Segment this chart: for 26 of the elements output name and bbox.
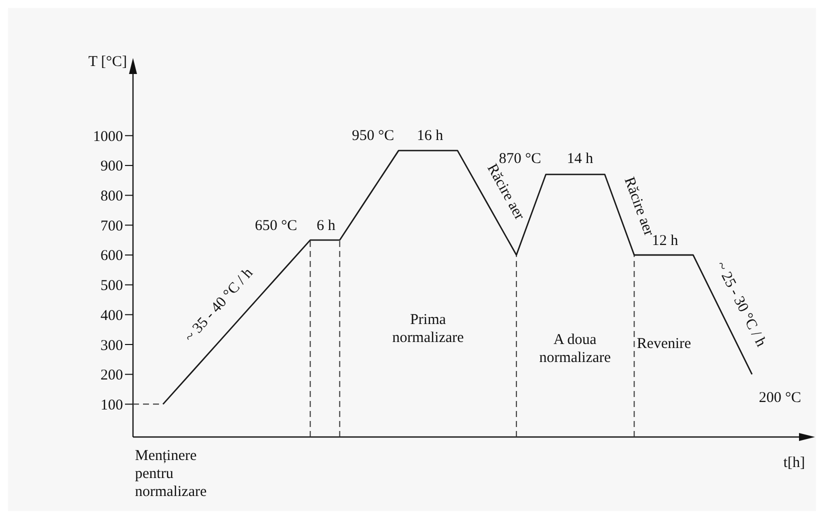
annotation: 12 h: [652, 233, 679, 249]
text: Menținere pentru normalizare: [135, 448, 207, 500]
annotation: 16 h: [416, 128, 444, 144]
annotation: Revenire: [636, 336, 692, 352]
annotation: 14 h: [566, 151, 594, 167]
y-tick-label: 600: [100, 248, 123, 264]
y-tick-label: 300: [100, 338, 123, 354]
annotation: A doua normalizare: [539, 332, 612, 366]
annotation: Prima normalizare: [392, 312, 464, 346]
y-tick-label: 700: [100, 218, 123, 234]
annotation: 650 °C: [254, 218, 298, 234]
annotation: ~ 25 - 30 °C / h: [712, 258, 770, 350]
y-tick-label: 800: [100, 188, 123, 205]
y-tick-label: 1000: [93, 128, 123, 145]
annotation: 870 °C: [498, 151, 542, 167]
annotation: ~ 35 - 40 °C / h: [182, 264, 257, 346]
x-axis-title: t[h]: [783, 455, 805, 471]
y-tick-label: 900: [100, 158, 123, 175]
y-axis-title: T [°C]: [88, 54, 127, 70]
y-tick-label: 100: [100, 397, 123, 414]
annotation: 6 h: [316, 218, 336, 234]
y-tick-label: 400: [100, 308, 123, 324]
y-tick-label: 500: [100, 278, 123, 294]
annotation: 950 °C: [352, 128, 394, 144]
annotation: 200 °C: [758, 390, 802, 406]
y-tick-label: 200: [100, 368, 123, 384]
